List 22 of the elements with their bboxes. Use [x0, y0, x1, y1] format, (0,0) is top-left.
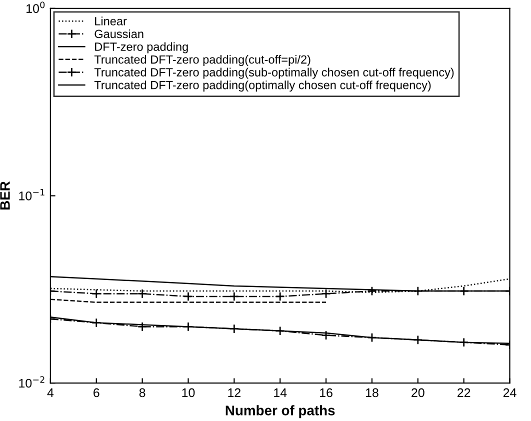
x-tick-label: 20: [412, 388, 424, 398]
x-tick-label: 12: [228, 388, 240, 398]
legend-label: Gaussian: [94, 29, 144, 38]
y-axis-title: BER: [0, 181, 10, 210]
x-tick-label: 10: [182, 388, 195, 398]
y-tick-label: 10$^{−1}$: [19, 189, 44, 200]
legend-label: Truncated DFT-zero padding(sub-optimally chosen cut-off frequency): [94, 68, 454, 79]
x-tick-label: 22: [458, 388, 470, 398]
x-tick-label: 6: [94, 388, 100, 398]
y-tick-label: 10$^{−2}$: [19, 376, 44, 388]
x-tick-label: 24: [503, 388, 516, 398]
x-tick-label: 16: [320, 388, 332, 398]
legend-label: DFT-zero padding: [95, 42, 188, 54]
x-tick-label: 8: [139, 388, 146, 398]
x-tick-label: 14: [274, 388, 287, 398]
legend-label: Truncated DFT-zero padding(cut-off=pi/2): [94, 55, 310, 66]
legend-label: Truncated DFT-zero padding(optimally chosen cut-off frequency): [94, 80, 431, 92]
x-axis-title: Number of paths: [226, 405, 335, 418]
y-tick-label: 10$^{0}$: [26, 2, 45, 13]
x-tick-label: 4: [47, 388, 54, 398]
legend-label: Linear: [95, 16, 127, 26]
x-tick-label: 18: [366, 388, 378, 398]
